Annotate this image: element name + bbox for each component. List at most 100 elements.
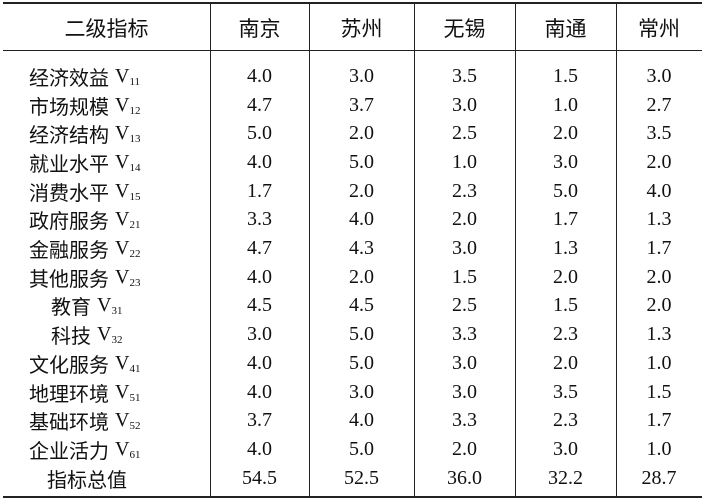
indicator-name: 文化服务 — [29, 352, 109, 377]
indicator-code: V12 — [115, 94, 140, 117]
table-row: 消费水平 V15 1.7 2.0 2.3 5.0 4.0 — [3, 177, 702, 206]
indicator-code-letter: V — [115, 150, 130, 173]
column-divider — [414, 4, 415, 496]
indicator-code-subscript: 52 — [129, 420, 141, 433]
indicator-name: 地理环境 — [29, 381, 109, 406]
table-row: 经济效益 V11 4.0 3.0 3.5 1.5 3.0 — [3, 62, 702, 91]
table-cell: 1.3 — [553, 237, 578, 260]
table-cell: 4.0 — [247, 351, 272, 374]
table-cell: 4.0 — [247, 265, 272, 288]
indicator-code-letter: V — [115, 179, 130, 202]
indicator-code: V22 — [115, 237, 140, 260]
table-cell: 4.3 — [349, 237, 374, 260]
table-cell: 2.0 — [553, 351, 578, 374]
table-cell: 2.7 — [646, 93, 672, 116]
table-cell: 5.0 — [349, 150, 374, 173]
table-row: 市场规模 V12 4.7 3.7 3.0 1.0 2.7 — [3, 91, 702, 120]
indicator-code-subscript: 31 — [111, 305, 123, 318]
indicator-code: V41 — [115, 352, 140, 375]
table-cell: 3.0 — [349, 64, 374, 87]
indicator-name: 经济结构 — [29, 123, 109, 148]
indicator-code: V21 — [115, 208, 140, 231]
indicator-code: V13 — [115, 122, 140, 145]
header-suzhou: 苏州 — [340, 16, 383, 41]
table-cell: 2.3 — [553, 323, 578, 346]
column-divider — [515, 4, 516, 496]
indicator-name-cell: 消费水平 V15 — [29, 177, 140, 206]
indicator-code-subscript: 61 — [129, 448, 141, 461]
table-cell: 2.0 — [646, 294, 672, 317]
indicator-code-letter: V — [115, 409, 130, 432]
indicator-code-subscript: 32 — [111, 334, 123, 347]
table-cell: 3.3 — [452, 323, 477, 346]
table-cell: 1.7 — [553, 208, 578, 231]
header-wuxi: 无锡 — [443, 16, 486, 41]
indicator-name: 消费水平 — [29, 180, 109, 205]
indicator-code: V31 — [97, 294, 122, 317]
indicator-code-letter: V — [115, 437, 130, 460]
table-cell: 5.0 — [349, 323, 374, 346]
indicator-name: 经济效益 — [29, 65, 109, 90]
table-cell: 1.7 — [646, 409, 672, 432]
header-nantong: 南通 — [544, 16, 587, 41]
table-cell: 5.0 — [553, 179, 578, 202]
table-cell: 2.0 — [553, 122, 578, 145]
table-header-row: 二级指标 南京 苏州 无锡 南通 常州 — [3, 4, 702, 51]
table-cell: 3.0 — [452, 237, 477, 260]
table-cell: 4.5 — [349, 294, 374, 317]
table-cell: 36.0 — [447, 466, 482, 489]
indicator-name-cell: 基础环境 V52 — [29, 406, 140, 435]
table-row: 科技 V32 3.0 5.0 3.3 2.3 1.3 — [3, 320, 702, 349]
indicator-code-subscript: 22 — [129, 248, 141, 261]
indicator-name: 教育 — [51, 295, 91, 320]
indicator-name-cell: 企业活力 V61 — [29, 435, 140, 464]
table-cell: 4.0 — [646, 179, 672, 202]
table-cell: 1.3 — [646, 323, 672, 346]
total-row: 指标总值 54.5 52.5 36.0 32.2 28.7 — [3, 464, 702, 493]
table-cell: 4.5 — [247, 294, 272, 317]
table-cell: 2.0 — [349, 122, 374, 145]
table-cell: 1.3 — [646, 208, 672, 231]
table-row: 企业活力 V61 4.0 5.0 2.0 3.0 1.0 — [3, 435, 702, 464]
indicator-name: 政府服务 — [29, 209, 109, 234]
indicator-code-subscript: 15 — [129, 190, 141, 203]
table-cell: 4.0 — [349, 208, 374, 231]
column-divider — [210, 4, 211, 496]
indicator-name-cell: 政府服务 V21 — [29, 206, 140, 235]
indicator-code: V61 — [115, 438, 140, 461]
indicator-code-subscript: 11 — [129, 75, 141, 88]
table-cell: 3.5 — [553, 380, 578, 403]
indicator-name-cell: 科技 V32 — [51, 320, 122, 349]
indicator-code-letter: V — [97, 294, 112, 317]
column-divider — [309, 4, 310, 496]
table-cell: 2.0 — [646, 150, 672, 173]
table-cell: 3.7 — [349, 93, 374, 116]
indicator-code: V32 — [97, 323, 122, 346]
table-cell: 1.0 — [452, 150, 477, 173]
indicator-code-letter: V — [115, 351, 130, 374]
table-cell: 1.5 — [553, 294, 578, 317]
table-cell: 2.0 — [553, 265, 578, 288]
indicator-code-subscript: 21 — [129, 219, 141, 232]
indicator-name: 基础环境 — [29, 410, 109, 435]
indicator-code: V15 — [115, 180, 140, 203]
indicator-code-subscript: 51 — [129, 391, 141, 404]
header-changzhou: 常州 — [638, 16, 680, 41]
indicator-code: V14 — [115, 151, 140, 174]
indicator-name: 其他服务 — [29, 266, 109, 291]
table-cell: 3.0 — [452, 380, 477, 403]
indicator-code-letter: V — [115, 237, 130, 260]
table-cell: 4.0 — [247, 380, 272, 403]
indicator-name-cell: 教育 V31 — [51, 292, 122, 321]
indicator-code-subscript: 13 — [129, 133, 141, 146]
table-cell: 2.0 — [349, 179, 374, 202]
table-row: 金融服务 V22 4.7 4.3 3.0 1.3 1.7 — [3, 234, 702, 263]
column-divider — [616, 4, 617, 496]
table-cell: 2.0 — [349, 265, 374, 288]
header-nanjing: 南京 — [238, 16, 281, 41]
indicator-name: 就业水平 — [29, 151, 109, 176]
table-cell: 52.5 — [344, 466, 379, 489]
indicator-code: V52 — [115, 409, 140, 432]
table-cell: 4.0 — [349, 409, 374, 432]
table-cell: 2.0 — [452, 437, 477, 460]
